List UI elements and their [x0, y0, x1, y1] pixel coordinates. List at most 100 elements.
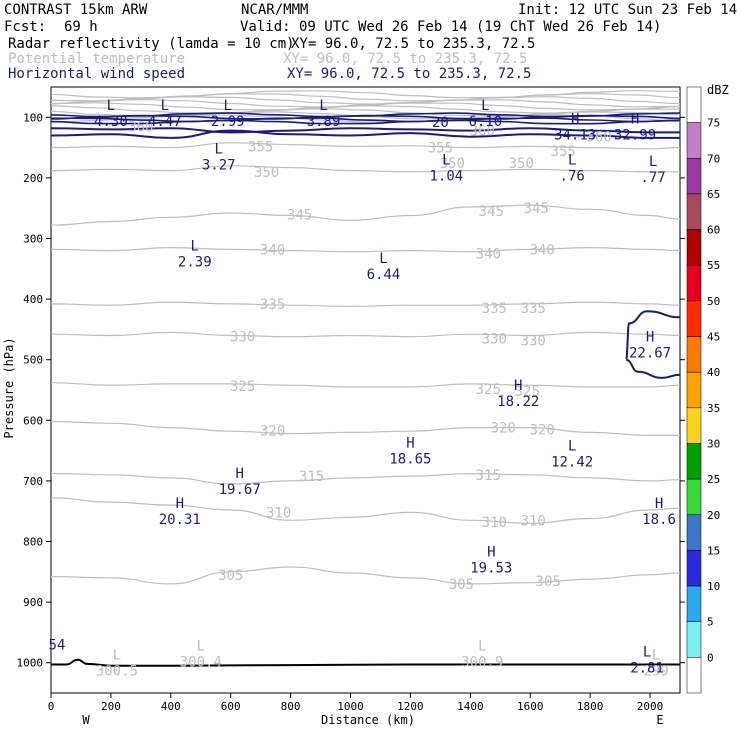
wind-max-contour	[625, 310, 681, 379]
wind-extremum-value: 2.39	[178, 255, 212, 271]
wind-extremum-marker: H	[571, 111, 579, 127]
colorbar-label: 25	[707, 473, 720, 486]
colorbar-label: 0	[707, 651, 714, 664]
colorbar-cell	[686, 336, 702, 373]
colorbar-label: 55	[707, 259, 720, 272]
theta-contour-340	[50, 246, 681, 253]
x-tick-label: 1800	[577, 700, 604, 713]
field-name-theta: Potential temperature	[8, 51, 185, 67]
theta-contour-label: 305	[218, 568, 243, 584]
x-tick-label: 800	[281, 700, 301, 713]
y-tick-label: 700	[23, 475, 43, 488]
theta-contour-label: 315	[299, 469, 324, 485]
init-time: Init: 12 UTC Sun 23 Feb 14	[518, 2, 737, 18]
x-tick-label: 200	[101, 700, 121, 713]
theta-upper-contour	[50, 102, 681, 111]
wind-extremum-marker: L	[107, 98, 115, 114]
theta-extremum-value: 300.9	[461, 655, 503, 671]
field-xy-theta: XY= 96.0, 72.5 to 235.3, 72.5	[283, 51, 527, 67]
wind-extremum-value: 19.67	[219, 482, 261, 498]
theta-contour-label: 340	[476, 247, 501, 263]
colorbar-cell	[686, 478, 702, 516]
wind-extremum-value: 4.30	[94, 114, 128, 130]
valid-time: Valid: 09 UTC Wed 26 Feb 14 (19 ChT Wed …	[240, 19, 661, 35]
theta-extremum-value: 299	[643, 664, 668, 680]
wind-extremum-marker: H	[235, 466, 243, 482]
east-label: E	[656, 713, 663, 727]
wind-extremum-marker: L	[442, 153, 450, 169]
theta-contour-label: 360	[470, 124, 495, 140]
theta-upper-contour	[50, 96, 681, 105]
colorbar-label: 75	[707, 117, 720, 130]
theta-contour-label: 355	[551, 144, 576, 160]
theta-contour-label: 315	[476, 468, 501, 484]
plot-frame	[50, 86, 681, 694]
wind-extremum-value: 2.99	[211, 114, 245, 130]
colorbar-cell	[686, 264, 702, 302]
theta-contour-label: 320	[530, 422, 555, 438]
colorbar-label: 15	[707, 544, 720, 557]
theta-contour-350	[50, 165, 680, 173]
wind-extremum-value: 6.10	[468, 114, 502, 130]
wind-extremum-value: .77	[640, 170, 665, 186]
theta-contour-label: 335	[260, 297, 285, 313]
theta-contour-label: 310	[266, 505, 291, 521]
center-title: NCAR/MMM	[241, 2, 308, 18]
wind-extremum-value: 34.13	[554, 127, 596, 143]
theta-contour-label: 320	[491, 421, 516, 437]
wind-extremum-value: 22.67	[629, 346, 671, 362]
wind-extremum-marker: H	[646, 330, 654, 346]
field-name-reflectivity: Radar reflectivity (lamda = 10 cm)	[8, 36, 295, 52]
wind-extremum-marker: L	[224, 98, 232, 114]
colorbar-label: 20	[707, 509, 720, 522]
theta-contour-label: 350	[440, 156, 465, 172]
wind-extremum-value: 18.65	[389, 452, 431, 468]
wind-extremum-value: 3.27	[202, 158, 236, 174]
y-tick-label: 800	[23, 536, 43, 549]
colorbar-label: 65	[707, 188, 720, 201]
fcst-label: Fcst:	[4, 19, 46, 35]
x-tick-label: 0	[48, 700, 55, 713]
theta-contour-335	[50, 301, 681, 308]
wind-extremum-marker: L	[161, 98, 169, 114]
theta-contour-310	[50, 497, 681, 524]
x-tick-label: 2000	[637, 700, 664, 713]
theta-extremum-value: 300.5	[96, 664, 138, 680]
colorbar-unit: dBZ	[707, 83, 729, 97]
theta-contour-label: 305	[449, 577, 474, 593]
y-tick-label: 900	[23, 596, 43, 609]
wind-extremum-value: 20.31	[159, 512, 201, 528]
wind-contour-upper	[50, 114, 681, 120]
colorbar-cell	[686, 657, 702, 694]
colorbar-cell	[686, 86, 702, 123]
colorbar-cell	[686, 585, 702, 622]
theta-extremum-marker: L	[652, 648, 660, 664]
wind-contour-label: 20	[432, 115, 449, 131]
colorbar-label: 5	[707, 616, 714, 629]
wind-extremum-value: 12.42	[551, 455, 593, 471]
wind-extremum-marker: H	[406, 436, 414, 452]
wind-extremum-marker: L	[568, 153, 576, 169]
theta-contour-label: 310	[521, 513, 546, 529]
theta-contour-label: 355	[248, 139, 273, 155]
colorbar-label: 40	[707, 366, 720, 379]
y-tick-label: 600	[23, 414, 43, 427]
theta-extremum-value: 300.4	[180, 655, 222, 671]
wind-extremum-marker: H	[176, 496, 184, 512]
colorbar-cell	[686, 407, 702, 444]
theta-contour-label: 335	[521, 301, 546, 317]
wind-extremum-marker: H	[631, 111, 639, 127]
theta-contour-label: 330	[230, 330, 255, 346]
theta-contour-label: 335	[482, 301, 507, 317]
x-tick-label: 1400	[457, 700, 484, 713]
theta-contour-label: 360	[586, 130, 611, 146]
wind-contour	[50, 127, 680, 134]
model-title: CONTRAST 15km ARW	[4, 2, 148, 18]
theta-contour-label: 350	[254, 165, 279, 181]
theta-contour-345	[50, 204, 681, 226]
theta-extremum-marker: L	[197, 639, 205, 655]
colorbar-label: 60	[707, 224, 720, 237]
colorbar-cell	[686, 193, 702, 230]
wind-contour-upper	[50, 119, 681, 125]
